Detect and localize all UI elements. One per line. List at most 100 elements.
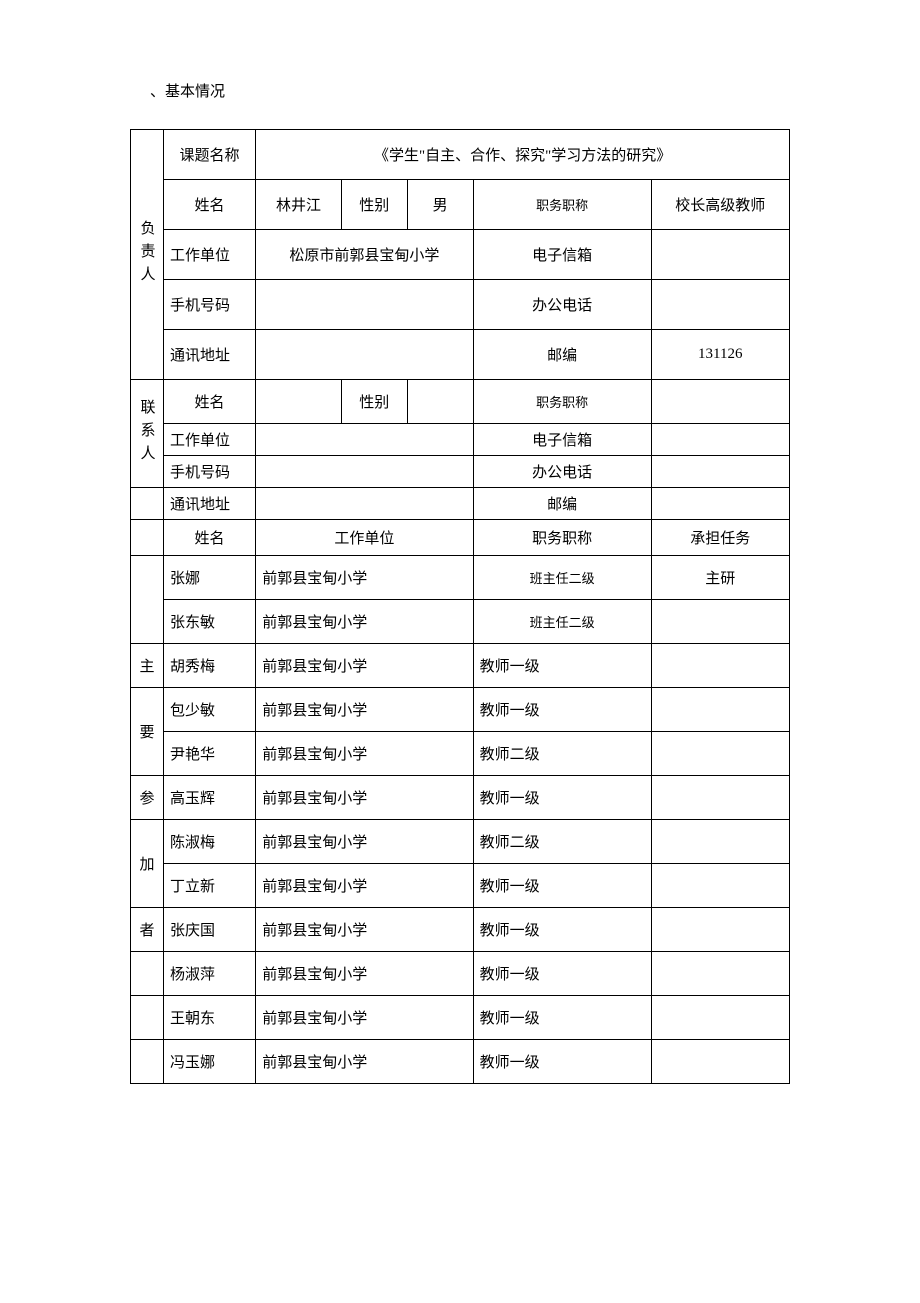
participant-name: 包少敏 (163, 688, 255, 732)
participant-unit: 前郭县宝甸小学 (256, 864, 473, 908)
participant-task (651, 864, 789, 908)
label-name: 姓名 (163, 520, 255, 556)
participant-position: 教师一级 (473, 996, 651, 1040)
basic-info-table: 负责人 课题名称 《学生"自主、合作、探究"学习方法的研究》 姓名 林井江 性别… (130, 129, 790, 1084)
participants-label-char: 者 (131, 908, 164, 952)
participant-position: 班主任二级 (473, 556, 651, 600)
label-mobile: 手机号码 (163, 280, 255, 330)
contact-position (651, 380, 789, 424)
participant-task (651, 1040, 789, 1084)
participant-unit: 前郭县宝甸小学 (256, 996, 473, 1040)
label-postcode: 邮编 (473, 488, 651, 520)
participant-unit: 前郭县宝甸小学 (256, 556, 473, 600)
participant-task (651, 688, 789, 732)
label-topic-name: 课题名称 (163, 130, 255, 180)
responsible-work-unit: 松原市前郭县宝甸小学 (256, 230, 473, 280)
label-task: 承担任务 (651, 520, 789, 556)
contact-section-label: 联系人 (131, 380, 164, 488)
contact-mobile (256, 456, 473, 488)
participant-task (651, 908, 789, 952)
participant-task (651, 732, 789, 776)
topic-name-value: 《学生"自主、合作、探究"学习方法的研究》 (256, 130, 790, 180)
label-position: 职务职称 (473, 380, 651, 424)
label-postcode: 邮编 (473, 330, 651, 380)
responsible-name: 林井江 (256, 180, 342, 230)
participant-unit: 前郭县宝甸小学 (256, 600, 473, 644)
label-email: 电子信箱 (473, 230, 651, 280)
participant-name: 丁立新 (163, 864, 255, 908)
participant-task (651, 996, 789, 1040)
participant-position: 教师二级 (473, 732, 651, 776)
responsible-postcode: 131126 (651, 330, 789, 380)
responsible-mobile (256, 280, 473, 330)
label-email: 电子信箱 (473, 424, 651, 456)
spacer-cell (131, 520, 164, 556)
participants-label-char: 加 (131, 820, 164, 908)
participant-position: 教师一级 (473, 776, 651, 820)
responsible-address (256, 330, 473, 380)
label-gender: 性别 (341, 180, 407, 230)
label-name: 姓名 (163, 180, 255, 230)
section-title: 、基本情况 (130, 80, 790, 101)
participant-name: 张东敏 (163, 600, 255, 644)
participant-name: 冯玉娜 (163, 1040, 255, 1084)
participant-unit: 前郭县宝甸小学 (256, 688, 473, 732)
participant-position: 教师一级 (473, 644, 651, 688)
participant-name: 陈淑梅 (163, 820, 255, 864)
participant-name: 张庆国 (163, 908, 255, 952)
spacer-cell (131, 1040, 164, 1084)
responsible-office-phone (651, 280, 789, 330)
label-position: 职务职称 (473, 520, 651, 556)
participant-position: 教师一级 (473, 688, 651, 732)
contact-work-unit (256, 424, 473, 456)
participant-unit: 前郭县宝甸小学 (256, 908, 473, 952)
contact-office-phone (651, 456, 789, 488)
responsible-position: 校长高级教师 (651, 180, 789, 230)
participant-task: 主研 (651, 556, 789, 600)
spacer-cell (131, 996, 164, 1040)
label-work-unit: 工作单位 (163, 230, 255, 280)
participant-position: 教师一级 (473, 1040, 651, 1084)
participant-unit: 前郭县宝甸小学 (256, 644, 473, 688)
spacer-cell (131, 952, 164, 996)
participants-label-char: 主 (131, 644, 164, 688)
label-mobile: 手机号码 (163, 456, 255, 488)
spacer-cell (131, 556, 164, 644)
contact-gender (407, 380, 473, 424)
participant-task (651, 952, 789, 996)
participant-position: 教师一级 (473, 864, 651, 908)
participant-position: 教师二级 (473, 820, 651, 864)
label-office-phone: 办公电话 (473, 456, 651, 488)
participant-name: 胡秀梅 (163, 644, 255, 688)
participant-position: 教师一级 (473, 908, 651, 952)
label-gender: 性别 (341, 380, 407, 424)
label-office-phone: 办公电话 (473, 280, 651, 330)
participant-name: 尹艳华 (163, 732, 255, 776)
participant-position: 教师一级 (473, 952, 651, 996)
participant-name: 王朝东 (163, 996, 255, 1040)
participant-position: 班主任二级 (473, 600, 651, 644)
participants-label-char: 要 (131, 688, 164, 776)
label-work-unit: 工作单位 (163, 424, 255, 456)
participant-task (651, 644, 789, 688)
responsible-section-label: 负责人 (131, 130, 164, 380)
participant-unit: 前郭县宝甸小学 (256, 952, 473, 996)
label-position: 职务职称 (473, 180, 651, 230)
responsible-email (651, 230, 789, 280)
contact-postcode (651, 488, 789, 520)
participant-task (651, 820, 789, 864)
responsible-gender: 男 (407, 180, 473, 230)
contact-name (256, 380, 342, 424)
participant-task (651, 776, 789, 820)
participant-name: 杨淑萍 (163, 952, 255, 996)
label-work-unit: 工作单位 (256, 520, 473, 556)
participant-unit: 前郭县宝甸小学 (256, 1040, 473, 1084)
participant-name: 张娜 (163, 556, 255, 600)
label-address: 通讯地址 (163, 330, 255, 380)
participant-unit: 前郭县宝甸小学 (256, 732, 473, 776)
label-address: 通讯地址 (163, 488, 255, 520)
contact-email (651, 424, 789, 456)
label-name: 姓名 (163, 380, 255, 424)
participant-name: 高玉辉 (163, 776, 255, 820)
spacer-cell (131, 488, 164, 520)
